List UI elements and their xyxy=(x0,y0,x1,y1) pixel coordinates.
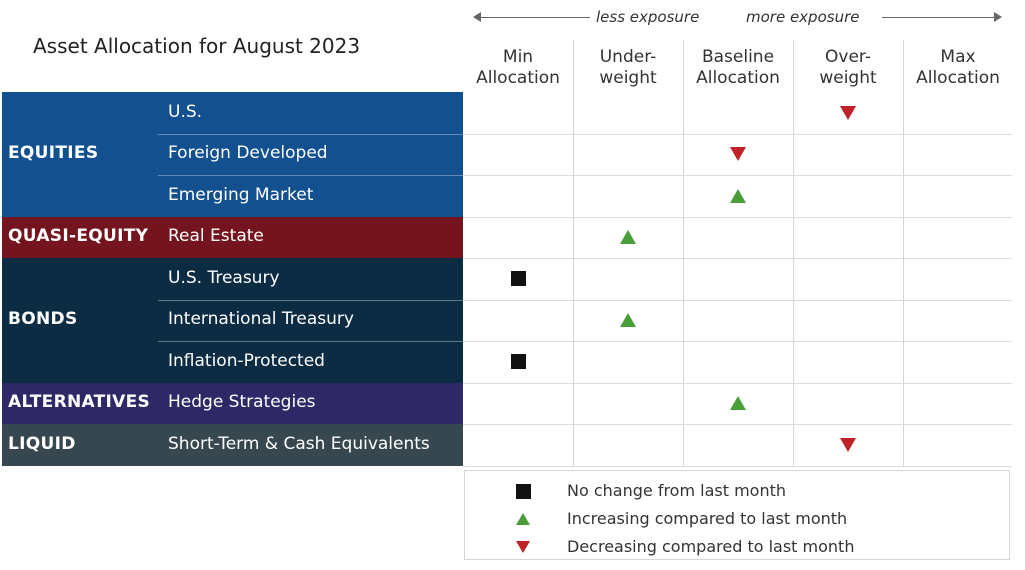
square-icon xyxy=(516,484,531,499)
column-divider xyxy=(903,40,904,466)
column-header: Baseline Allocation xyxy=(683,44,793,92)
column-header: Under-weight xyxy=(573,44,683,92)
asset-class-label: Foreign Developed xyxy=(168,143,328,164)
increase-marker xyxy=(730,188,746,203)
column-header-line2: Allocation xyxy=(916,68,1000,88)
column-divider xyxy=(573,40,574,466)
group-band-alternatives: ALTERNATIVES Hedge Strategies xyxy=(2,382,463,424)
group-label: ALTERNATIVES xyxy=(8,392,151,413)
arrow-right-icon xyxy=(994,12,1002,22)
column-divider xyxy=(683,40,684,466)
less-exposure-label: less exposure xyxy=(596,8,700,26)
group-label: BONDS xyxy=(8,309,78,330)
column-header-line2: Allocation xyxy=(476,68,560,88)
chart-title: Asset Allocation for August 2023 xyxy=(33,34,361,58)
grid-row-line xyxy=(463,341,1012,342)
legend-item: No change from last month xyxy=(465,481,1011,505)
grid-row-line xyxy=(463,175,1012,176)
more-exposure-label: more exposure xyxy=(746,8,860,26)
column-header-line2: weight xyxy=(599,68,657,88)
grid-row-line xyxy=(463,424,1012,425)
decrease-marker xyxy=(840,105,856,120)
legend-text: Increasing compared to last month xyxy=(567,509,848,528)
column-header-line1: Under- xyxy=(599,47,657,67)
column-header-line2: weight xyxy=(819,68,877,88)
asset-class-label: Inflation-Protected xyxy=(168,350,325,371)
group-label: LIQUID xyxy=(8,433,76,454)
column-header-line2: Allocation xyxy=(696,68,780,88)
column-header: Max Allocation xyxy=(903,44,1013,92)
asset-class-label: U.S. xyxy=(168,101,203,122)
grid-row-line xyxy=(463,258,1012,259)
no-change-marker xyxy=(510,271,526,287)
asset-class-label: Real Estate xyxy=(168,226,264,247)
decrease-marker xyxy=(840,437,856,452)
asset-class-label: Emerging Market xyxy=(168,184,314,205)
legend-text: No change from last month xyxy=(567,481,787,500)
row-separator xyxy=(158,175,463,176)
grid-row-line xyxy=(463,133,1012,135)
row-separator xyxy=(158,133,463,135)
asset-class-label: Short-Term & Cash Equivalents xyxy=(168,433,430,454)
group-band-bonds: BONDS U.S. Treasury International Treasury… xyxy=(2,258,463,383)
triangle-up-icon xyxy=(516,513,530,525)
column-header-line1: Baseline xyxy=(701,47,775,67)
asset-class-label: Hedge Strategies xyxy=(168,392,316,413)
group-label: EQUITIES xyxy=(8,143,99,164)
arrow-left-icon xyxy=(473,12,481,22)
decrease-marker xyxy=(730,147,746,162)
arrow-line-left xyxy=(480,17,590,18)
column-header-line1: Min xyxy=(502,47,534,67)
grid-row-line xyxy=(463,299,1012,301)
grid-row-line xyxy=(463,382,1012,384)
group-band-liquid: LIQUID Short-Term & Cash Equivalents xyxy=(2,424,463,466)
asset-class-label: U.S. Treasury xyxy=(168,267,280,288)
no-change-marker xyxy=(510,354,526,370)
column-header-line1: Max xyxy=(940,47,976,67)
row-separator xyxy=(158,299,463,301)
legend-item: Increasing compared to last month xyxy=(465,509,1011,533)
group-label: QUASI-EQUITY xyxy=(8,226,149,247)
column-header-line1: Over- xyxy=(825,47,871,67)
legend-text: Decreasing compared to last month xyxy=(567,537,855,556)
asset-class-label: International Treasury xyxy=(168,309,354,330)
column-header: Min Allocation xyxy=(463,44,573,92)
legend: No change from last month Increasing comp… xyxy=(464,470,1010,560)
group-band-quasi-equity: QUASI-EQUITY Real Estate xyxy=(2,216,463,258)
grid-row-line xyxy=(463,216,1012,218)
triangle-down-icon xyxy=(516,541,530,553)
grid-row-line xyxy=(463,465,1012,467)
increase-marker xyxy=(730,396,746,411)
increase-marker xyxy=(620,230,636,245)
column-header: Over-weight xyxy=(793,44,903,92)
column-divider xyxy=(793,40,794,466)
arrow-line-right xyxy=(882,17,994,18)
increase-marker xyxy=(620,313,636,328)
row-separator xyxy=(158,341,463,342)
group-band-equities: EQUITIES U.S. Foreign Developed Emerging Ma… xyxy=(2,92,463,217)
legend-item: Decreasing compared to last month xyxy=(465,537,1011,561)
